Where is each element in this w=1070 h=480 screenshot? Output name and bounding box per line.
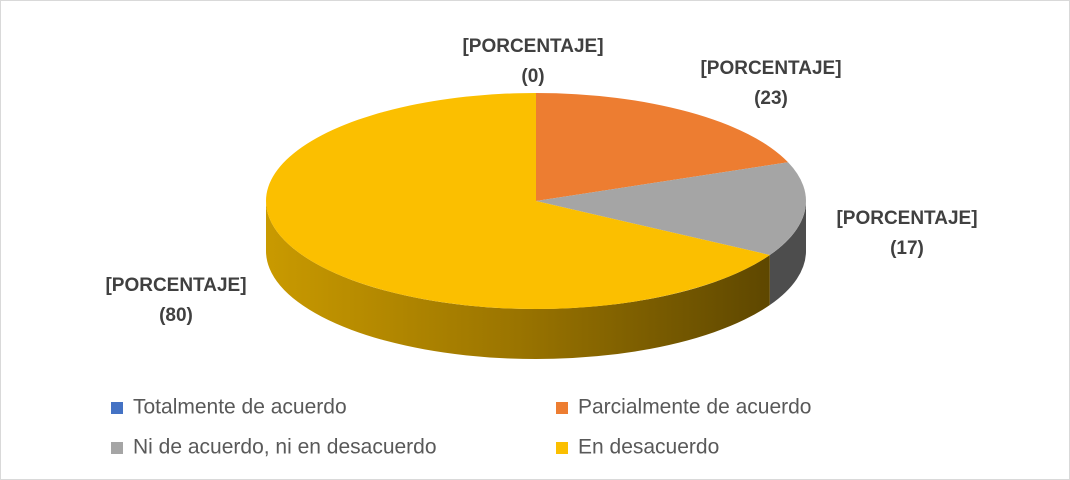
legend-marker (556, 402, 568, 414)
data-label: (0) (521, 66, 544, 87)
pie-side (266, 201, 770, 359)
pie-slice (265, 93, 770, 309)
legend-marker (111, 442, 123, 454)
legend-marker (556, 442, 568, 454)
data-label-title: [PORCENTAJE] (462, 36, 603, 57)
legend-marker (111, 402, 123, 414)
data-label-title: [PORCENTAJE] (105, 275, 246, 296)
data-label-title: [PORCENTAJE] (700, 58, 841, 79)
legend-label: Parcialmente de acuerdo (578, 396, 811, 419)
legend-label: Ni de acuerdo, ni en desacuerdo (133, 436, 437, 459)
data-label: (80) (159, 305, 193, 326)
legend-label: Totalmente de acuerdo (133, 396, 347, 419)
pie-side (769, 201, 806, 305)
legend-label: En desacuerdo (578, 436, 719, 459)
data-label-title: [PORCENTAJE] (836, 208, 977, 229)
data-label: (23) (754, 88, 788, 109)
pie-slice (536, 162, 806, 255)
pie-slice (536, 93, 789, 201)
data-label: (17) (890, 238, 924, 259)
